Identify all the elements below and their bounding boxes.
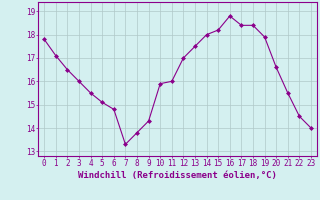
X-axis label: Windchill (Refroidissement éolien,°C): Windchill (Refroidissement éolien,°C)	[78, 171, 277, 180]
